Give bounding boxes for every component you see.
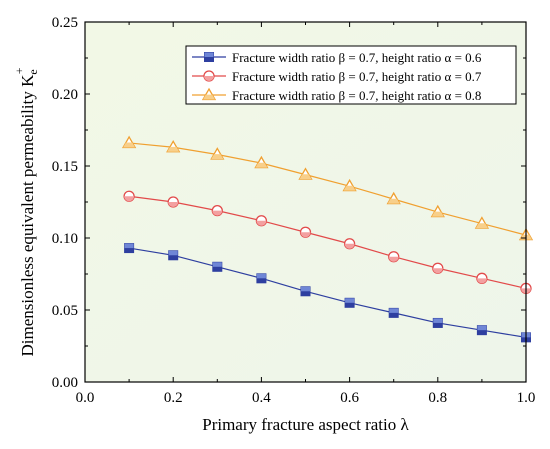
- legend-marker-half: [204, 76, 214, 81]
- x-axis-title: Primary fracture aspect ratio λ: [202, 415, 409, 434]
- series-1-point-half: [345, 298, 355, 303]
- series-3-line: [129, 142, 527, 236]
- y-tick-label: 0.00: [52, 375, 78, 391]
- axes-layer: 0.0 0.2 0.4 0.6 0.8 1.0 0.00 0.05 0.10 0.15 0.20 0.…: [52, 15, 536, 406]
- series-2-point-half: [300, 232, 311, 238]
- legend: Fracture width ratio β = 0.7, height rat…: [185, 45, 517, 105]
- legend-item-2: Fracture width ratio β = 0.7, height rat…: [192, 69, 482, 84]
- series-2-point-half: [212, 210, 223, 216]
- y-axis-title: Dimensionless equivalent permeability Ke…: [12, 67, 40, 356]
- x-tick-label: 0.2: [164, 390, 183, 406]
- series-1-line: [129, 247, 527, 338]
- legend-marker-half: [203, 94, 215, 100]
- series-2-point-half: [476, 278, 487, 284]
- series-3-point-half: [255, 162, 268, 168]
- legend-item-1: Fracture width ratio β = 0.7, height rat…: [192, 50, 482, 65]
- y-tick-label: 0.25: [52, 15, 78, 31]
- series-1: [124, 243, 531, 343]
- series-2-point-half: [432, 268, 443, 274]
- legend-marker-half: [204, 52, 214, 57]
- legend-label: Fracture width ratio β = 0.7, height rat…: [232, 69, 482, 84]
- series-1-point-half: [168, 250, 178, 256]
- series-3-point-half: [475, 223, 488, 229]
- series-3-point-half: [387, 198, 400, 204]
- legend-box: [185, 45, 517, 105]
- y-tick-label: 0.05: [52, 303, 78, 319]
- series-2-line: [129, 195, 527, 289]
- series-3-point-half: [343, 185, 356, 191]
- series-2-point-half: [344, 243, 355, 249]
- series-3: [121, 135, 534, 241]
- series-3-point-half: [211, 154, 224, 159]
- y-tick-label: 0.20: [52, 87, 78, 103]
- series-2-point-half: [124, 196, 135, 202]
- y-axis-title-main: Dimensionless equivalent permeability K: [18, 74, 37, 357]
- y-tick-label: 0.15: [52, 159, 78, 175]
- series-2-point-half: [168, 202, 179, 207]
- y-axis-title-superscript: +: [12, 67, 26, 74]
- series-1-point-half: [256, 273, 266, 279]
- series-2-point-half: [388, 256, 399, 262]
- series-1-point-half: [477, 325, 487, 331]
- x-tick-label: 0.6: [340, 390, 359, 406]
- x-tick-label: 0.4: [252, 390, 271, 406]
- legend-label: Fracture width ratio β = 0.7, height rat…: [232, 88, 481, 103]
- series-3-point-half: [431, 211, 444, 217]
- series-2: [123, 190, 532, 295]
- series-3-point-half: [123, 142, 136, 148]
- series-1-point-half: [301, 286, 310, 292]
- y-axis-title-subscript: e: [26, 69, 40, 74]
- y-tick-label: 0.10: [52, 231, 78, 247]
- x-tick-label: 0.0: [76, 390, 95, 406]
- series-3-point-half: [167, 146, 180, 152]
- series-3-point-half: [299, 174, 312, 180]
- legend-label: Fracture width ratio β = 0.7, height rat…: [232, 50, 482, 65]
- legend-item-3: Fracture width ratio β = 0.7, height rat…: [192, 87, 481, 103]
- series-1-point-half: [124, 243, 134, 249]
- x-tick-label: 0.8: [428, 390, 447, 406]
- x-tick-label: 1.0: [517, 390, 536, 406]
- series-1-point-half: [212, 262, 222, 267]
- series-2-point-half: [256, 220, 267, 226]
- series-1-point-half: [389, 308, 399, 313]
- series-layer: [121, 135, 534, 343]
- series-1-point-half: [433, 318, 443, 323]
